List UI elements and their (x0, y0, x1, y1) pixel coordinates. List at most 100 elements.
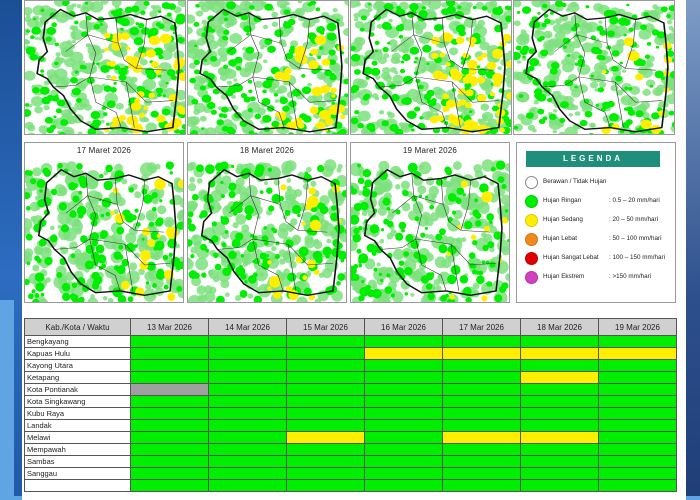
legend-swatch-icon (525, 214, 538, 227)
forecast-cell (364, 347, 443, 360)
forecast-cell (208, 347, 287, 360)
legend-label: Hujan Lebat (543, 235, 577, 242)
forecast-cell (286, 335, 365, 348)
forecast-cell (598, 479, 677, 492)
forecast-cell (208, 443, 287, 456)
forecast-cell (442, 431, 521, 444)
region-name: Kubu Raya (24, 407, 131, 420)
table-row: Sambas (24, 455, 677, 468)
forecast-cell (130, 467, 209, 480)
table-row: Mempawah (24, 443, 677, 456)
legend-label: Hujan Ekstrem (543, 273, 585, 280)
forecast-cell (364, 395, 443, 408)
forecast-cell (208, 335, 287, 348)
forecast-cell (442, 419, 521, 432)
forecast-cell (364, 335, 443, 348)
forecast-cell (520, 431, 599, 444)
forecast-cell (286, 431, 365, 444)
forecast-cell (130, 407, 209, 420)
table-row (24, 479, 677, 492)
forecast-cell (130, 347, 209, 360)
forecast-cell (208, 383, 287, 396)
forecast-cell (130, 419, 209, 432)
forecast-cell (130, 383, 209, 396)
forecast-cell (364, 371, 443, 384)
forecast-cell (520, 443, 599, 456)
table-row: Bengkayang (24, 335, 677, 348)
forecast-cell (286, 371, 365, 384)
forecast-cell (364, 431, 443, 444)
forecast-cell (520, 467, 599, 480)
forecast-cell (130, 431, 209, 444)
table-header-date: 14 Mar 2026 (208, 318, 287, 336)
forecast-cell (130, 443, 209, 456)
legend-range: : 0.5 – 20 mm/hari (609, 197, 660, 204)
right-border (686, 0, 700, 500)
table-row: Kota Singkawang (24, 395, 677, 408)
forecast-cell (130, 371, 209, 384)
forecast-cell (130, 395, 209, 408)
forecast-cell (130, 479, 209, 492)
table-row: Kapuas Hulu (24, 347, 677, 360)
legend-swatch-icon (525, 252, 538, 265)
legend-range: : 20 – 50 mm/hari (609, 216, 658, 223)
forecast-cell (286, 383, 365, 396)
legend-label: Berawan / Tidak Hujan (543, 178, 607, 185)
forecast-cell (286, 347, 365, 360)
forecast-map (513, 0, 675, 135)
forecast-cell (208, 359, 287, 372)
table-header-date: 15 Mar 2026 (286, 318, 365, 336)
table-header-date: 19 Mar 2026 (598, 318, 677, 336)
table-header-date: 17 Mar 2026 (442, 318, 521, 336)
forecast-cell (286, 443, 365, 456)
forecast-cell (598, 359, 677, 372)
forecast-cell (208, 371, 287, 384)
forecast-cell (364, 479, 443, 492)
legend-label: Hujan Ringan (543, 197, 582, 204)
map-rainfall-image (188, 159, 346, 302)
map-rainfall-image (351, 1, 511, 134)
forecast-cell (286, 419, 365, 432)
legend-item: Hujan Lebat : 50 – 100 mm/hari (525, 233, 675, 247)
forecast-cell (364, 407, 443, 420)
region-name: Melawi (24, 431, 131, 444)
forecast-cell (442, 383, 521, 396)
forecast-cell (598, 431, 677, 444)
forecast-cell (442, 335, 521, 348)
forecast-cell (364, 455, 443, 468)
region-name: Bengkayang (24, 335, 131, 348)
map-rainfall-image (25, 161, 183, 302)
forecast-cell (208, 395, 287, 408)
forecast-map: 19 Maret 2026 (350, 142, 510, 303)
forecast-map (187, 0, 349, 135)
legend-item: Berawan / Tidak Hujan (525, 176, 675, 190)
forecast-cell (364, 383, 443, 396)
forecast-cell (442, 443, 521, 456)
legend-swatch-icon (525, 271, 538, 284)
forecast-cell (286, 479, 365, 492)
legend-label: Hujan Sedang (543, 216, 583, 223)
map-rainfall-image (188, 1, 348, 134)
table-row: Melawi (24, 431, 677, 444)
forecast-cell (520, 479, 599, 492)
forecast-cell (442, 467, 521, 480)
region-name: Ketapang (24, 371, 131, 384)
legend-panel: LEGENDA Berawan / Tidak Hujan Hujan Ringa… (516, 142, 676, 303)
forecast-cell (442, 479, 521, 492)
forecast-cell (520, 371, 599, 384)
region-name: Kayong Utara (24, 359, 131, 372)
forecast-cell (520, 455, 599, 468)
forecast-cell (208, 455, 287, 468)
map-rainfall-image (25, 1, 185, 134)
map-rainfall-image (514, 1, 674, 134)
region-name (24, 479, 131, 492)
forecast-cell (208, 419, 287, 432)
region-name: Mempawah (24, 443, 131, 456)
forecast-cell (286, 395, 365, 408)
region-name: Kota Singkawang (24, 395, 131, 408)
legend-range: : 50 – 100 mm/hari (609, 235, 662, 242)
forecast-cell (520, 395, 599, 408)
legend-item: Hujan Ringan : 0.5 – 20 mm/hari (525, 195, 675, 209)
forecast-cell (442, 455, 521, 468)
forecast-cell (598, 347, 677, 360)
